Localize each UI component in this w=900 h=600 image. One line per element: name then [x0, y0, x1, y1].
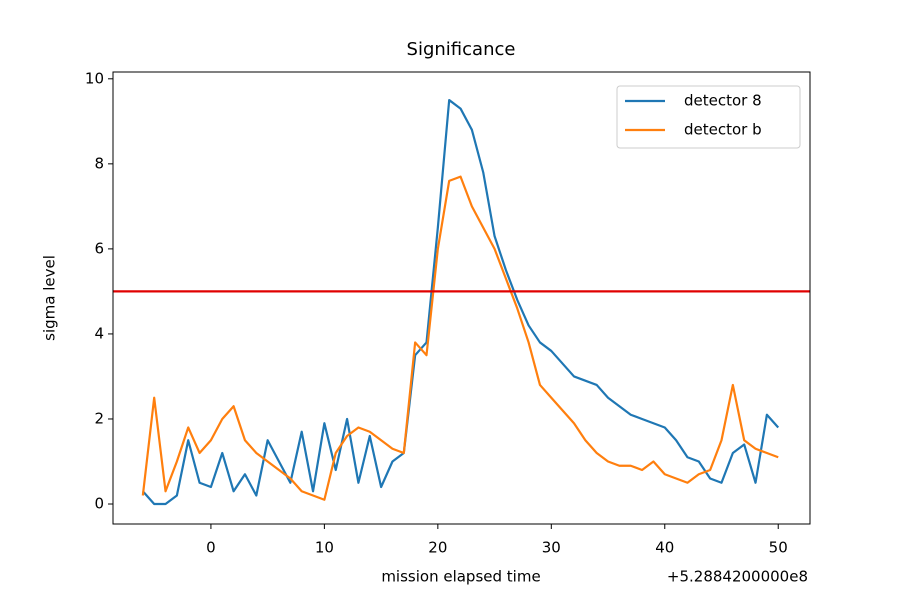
chart-title: Significance	[407, 39, 516, 60]
plot-frame	[112, 71, 811, 525]
x-tick-label: 40	[655, 539, 674, 557]
x-tick-label: 20	[428, 539, 447, 557]
x-offset-label: +5.2884200000e8	[667, 568, 808, 586]
x-axis-label: mission elapsed time	[381, 568, 540, 586]
y-tick-label: 2	[94, 409, 104, 427]
x-tick-label: 50	[769, 539, 788, 557]
x-tick-label: 10	[315, 539, 334, 557]
x-tick-label: 0	[206, 539, 216, 557]
y-axis-label: sigma level	[41, 255, 59, 341]
x-tick-label: 30	[542, 539, 561, 557]
y-tick-label: 10	[85, 69, 104, 87]
y-tick-label: 4	[94, 324, 104, 342]
legend-label: detector b	[684, 121, 762, 139]
y-tick-label: 0	[94, 495, 104, 513]
y-tick-label: 6	[94, 239, 104, 257]
y-tick-label: 8	[94, 154, 104, 172]
series-line	[141, 175, 779, 501]
series-line	[142, 98, 780, 506]
legend-label: detector 8	[684, 92, 762, 110]
